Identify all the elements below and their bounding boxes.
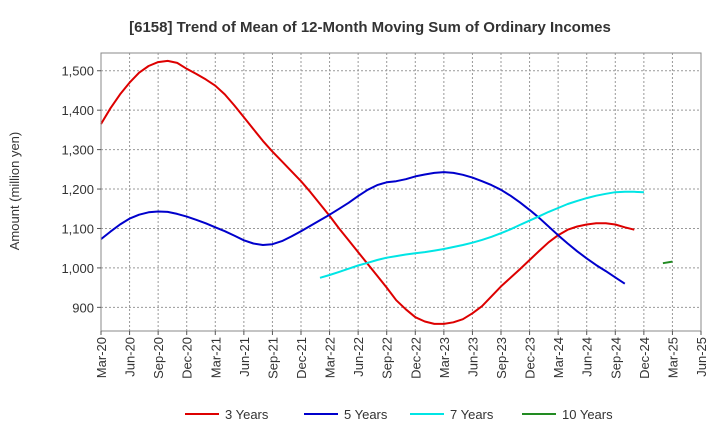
y-tick-label: 1,000 <box>61 261 94 276</box>
legend-label: 3 Years <box>225 407 269 422</box>
x-tick-label: Dec-23 <box>523 337 538 379</box>
y-tick-label: 1,300 <box>61 143 94 158</box>
x-tick-label: Jun-24 <box>580 337 595 377</box>
series-lines <box>100 59 673 325</box>
x-tick-label: Dec-21 <box>294 337 309 379</box>
x-tick-label: Mar-25 <box>665 337 680 378</box>
x-tick-label: Dec-24 <box>637 337 652 379</box>
x-axis-ticks: Mar-20 Jun-20 Sep-20 Dec-20 Mar-21 Jun-21 Sep-… <box>94 331 709 379</box>
y-axis-ticks: 900 1,000 1,100 1,200 1,300 1,400 1,500 <box>61 64 101 315</box>
x-tick-label: Mar-22 <box>323 337 338 378</box>
x-tick-label: Sep-23 <box>494 337 509 379</box>
plot-area <box>100 52 702 332</box>
x-tick-label: Jun-23 <box>465 337 480 377</box>
series-line-7-years <box>319 190 644 279</box>
legend-label: 5 Years <box>344 407 388 422</box>
chart-title: [6158] Trend of Mean of 12-Month Moving … <box>129 19 611 36</box>
legend-label: 10 Years <box>562 407 613 422</box>
x-tick-label: Sep-24 <box>608 337 623 379</box>
y-axis-label: Amount (million yen) <box>7 132 22 251</box>
x-tick-label: Sep-20 <box>151 337 166 379</box>
x-tick-label: Dec-20 <box>180 337 195 379</box>
x-tick-label: Jun-25 <box>694 337 709 377</box>
x-tick-label: Sep-22 <box>380 337 395 379</box>
y-tick-label: 1,400 <box>61 103 94 118</box>
grid-lines <box>100 53 702 331</box>
x-tick-label: Jun-20 <box>123 337 138 377</box>
legend: 3 Years 5 Years 7 Years 10 Years <box>185 407 613 422</box>
x-tick-label: Jun-22 <box>351 337 366 377</box>
y-tick-label: 1,200 <box>61 182 94 197</box>
x-tick-label: Mar-20 <box>94 337 109 378</box>
y-tick-label: 1,100 <box>61 221 94 236</box>
x-tick-label: Jun-21 <box>237 337 252 377</box>
x-tick-label: Mar-21 <box>208 337 223 378</box>
y-tick-label: 900 <box>72 300 94 315</box>
x-tick-label: Mar-24 <box>551 337 566 378</box>
x-tick-label: Sep-21 <box>265 337 280 379</box>
series-line-10-years <box>662 260 673 265</box>
legend-label: 7 Years <box>450 407 494 422</box>
y-tick-label: 1,500 <box>61 64 94 79</box>
x-tick-label: Mar-23 <box>437 337 452 378</box>
series-line-3-years <box>100 59 635 325</box>
x-tick-label: Dec-22 <box>408 337 423 379</box>
